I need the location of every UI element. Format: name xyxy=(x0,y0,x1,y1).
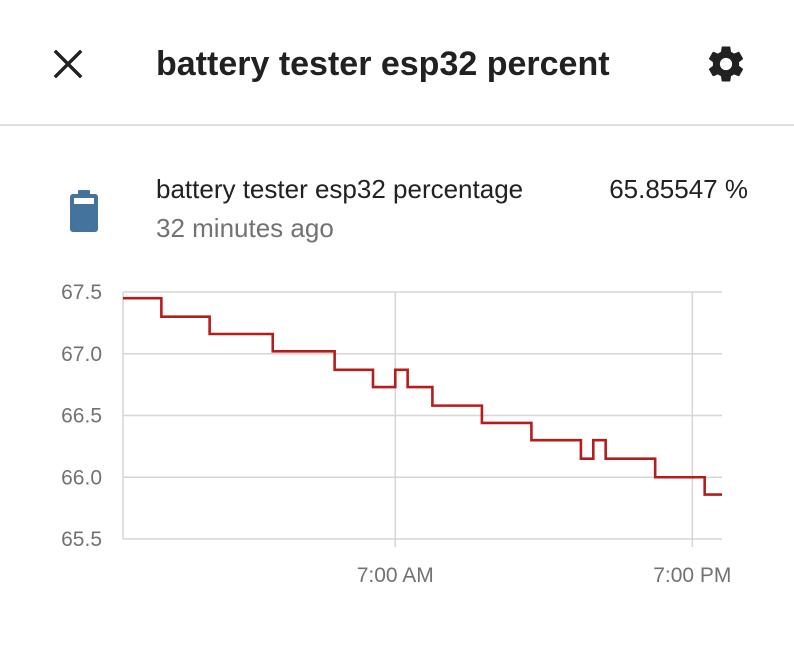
history-chart-svg: 67.5 67.0 66.5 66.0 65.5 7:00 AM 7:00 PM xyxy=(61,281,731,587)
y-tick-label: 66.5 xyxy=(61,405,102,428)
series-line xyxy=(123,296,722,496)
entity-name: battery tester esp32 percentage xyxy=(156,174,524,204)
x-tick-label: 7:00 PM xyxy=(653,564,731,587)
gear-icon xyxy=(708,46,744,82)
y-tick-label: 67.5 xyxy=(61,281,102,304)
battery-icon xyxy=(70,190,98,232)
entity-state: 65.85547 % xyxy=(609,174,748,204)
y-tick-label: 65.5 xyxy=(61,528,102,551)
dialog-title: battery tester esp32 percent xyxy=(156,45,610,83)
settings-button[interactable] xyxy=(700,38,752,90)
entity-last-changed: 32 minutes ago xyxy=(156,213,334,243)
close-icon xyxy=(53,49,83,79)
close-button[interactable] xyxy=(44,40,92,88)
dialog-header: battery tester esp32 percent xyxy=(0,0,794,126)
y-tick-label: 67.0 xyxy=(61,343,102,366)
x-tick-label: 7:00 AM xyxy=(357,564,434,587)
entity-row[interactable]: battery tester esp32 percentage 32 minut… xyxy=(0,160,794,260)
y-tick-label: 66.0 xyxy=(61,466,102,489)
history-chart[interactable]: 67.5 67.0 66.5 66.0 65.5 7:00 AM 7:00 PM xyxy=(0,270,794,600)
